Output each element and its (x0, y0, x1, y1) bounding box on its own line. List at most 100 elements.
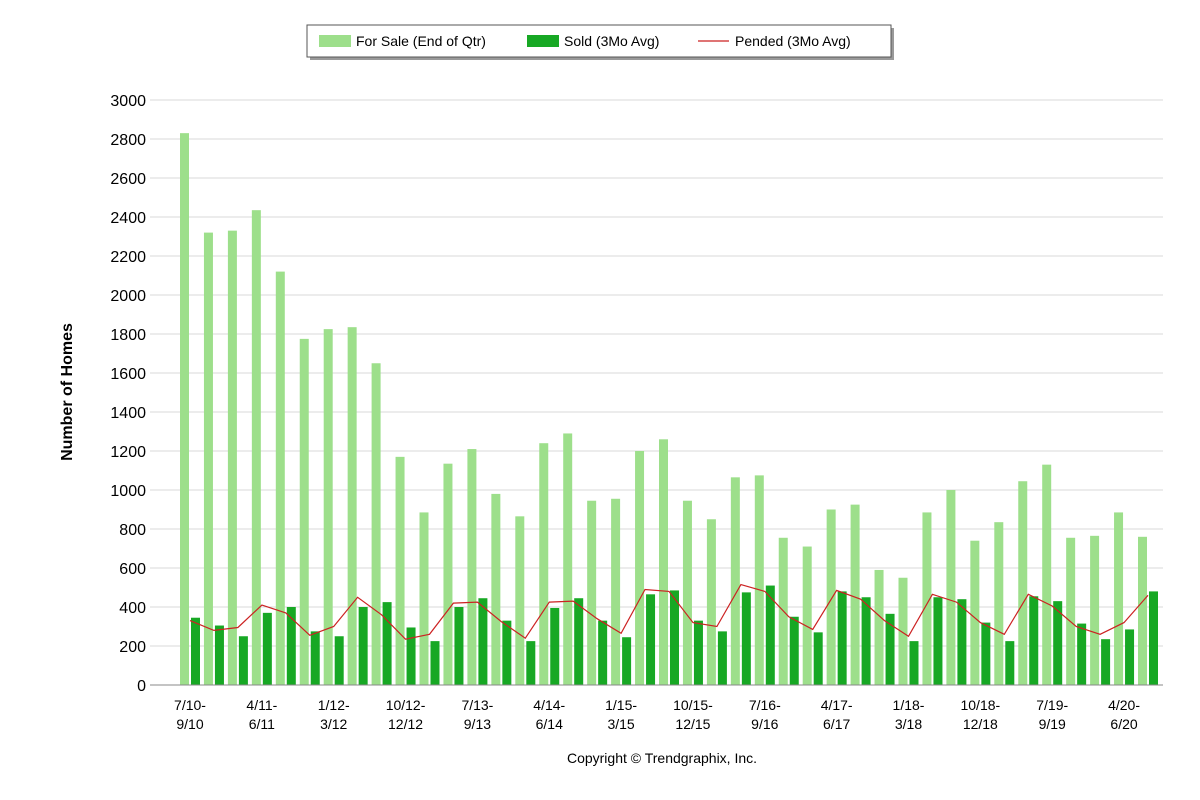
y-tick-label: 600 (119, 561, 146, 578)
for-sale-bar (180, 133, 189, 685)
sold-bar (717, 631, 727, 685)
sold-bar (406, 627, 416, 685)
x-tick-label: 7/10- (174, 697, 206, 713)
y-axis-ticks: 0 200 400 600 800 1000 1200 1400 1600 1800 2000 220… (110, 93, 146, 695)
y-tick-label: 1400 (110, 405, 146, 422)
y-tick-label: 1600 (110, 366, 146, 383)
for-sale-bar (1018, 481, 1028, 685)
pended-series-line (189, 583, 1149, 640)
copyright-text: Copyright © Trendgraphix, Inc. (567, 750, 757, 766)
y-tick-label: 1800 (110, 327, 146, 344)
for-sale-bar (323, 329, 333, 685)
for-sale-bar (874, 569, 884, 685)
y-axis-label: Number of Homes (59, 323, 76, 461)
legend-label-pended: Pended (3Mo Avg) (735, 33, 851, 49)
x-tick-label: 7/16- (749, 697, 781, 713)
sold-bar (1077, 623, 1087, 685)
for-sale-bar (802, 546, 812, 685)
sold-bar (789, 616, 799, 685)
y-tick-label: 3000 (110, 93, 146, 110)
for-sale-bar (1114, 512, 1124, 685)
y-tick-label: 2800 (110, 132, 146, 149)
sold-bar (310, 631, 320, 685)
for-sale-bar (682, 500, 692, 685)
x-tick-label: 3/18 (895, 716, 922, 732)
x-tick-label: 12/12 (388, 716, 423, 732)
x-tick-label: 4/20- (1108, 697, 1140, 713)
x-tick-label: 1/12- (318, 697, 350, 713)
for-sale-bar (635, 451, 645, 685)
x-tick-label: 6/17 (823, 716, 850, 732)
sold-bar (957, 599, 967, 685)
x-tick-label: 10/12- (386, 697, 426, 713)
sold-bar (1149, 591, 1158, 685)
x-tick-label: 10/15- (673, 697, 713, 713)
for-sale-bar (299, 338, 309, 685)
legend: For Sale (End of Qtr) Sold (3Mo Avg) Pen… (306, 24, 894, 60)
sold-bar (286, 607, 296, 685)
for-sale-bar (730, 477, 740, 685)
y-tick-label: 2600 (110, 171, 146, 188)
sold-bar (981, 622, 991, 685)
sold-bar (478, 598, 488, 685)
sold-bar (526, 641, 536, 685)
sold-bar (1101, 639, 1111, 685)
for-sale-bar (922, 512, 932, 685)
sold-bar (1053, 601, 1063, 685)
sold-bar (430, 641, 440, 685)
sold-bar (646, 594, 656, 685)
x-tick-label: 6/11 (249, 716, 275, 732)
x-tick-label: 12/15 (675, 716, 710, 732)
sold-bar (1125, 629, 1135, 685)
for-sale-bar (826, 509, 836, 685)
for-sale-bar (611, 498, 621, 685)
x-tick-label: 9/13 (464, 716, 491, 732)
sold-bar (502, 620, 512, 685)
for-sale-bar (371, 363, 381, 685)
x-tick-label: 12/18 (963, 716, 998, 732)
x-tick-label: 9/16 (751, 716, 778, 732)
for-sale-bar (203, 232, 213, 685)
sold-bar (670, 590, 679, 685)
for-sale-bar (419, 512, 429, 685)
sold-bar (262, 612, 272, 685)
sold-bars (191, 585, 1158, 685)
x-tick-label: 9/19 (1039, 716, 1066, 732)
x-tick-label: 6/20 (1110, 716, 1137, 732)
for-sale-bar (347, 327, 357, 685)
x-tick-label: 4/14- (533, 697, 565, 713)
x-tick-label: 7/19- (1036, 697, 1068, 713)
for-sale-bar (706, 519, 716, 685)
for-sale-bar (1090, 535, 1100, 685)
sold-bar (813, 632, 823, 685)
for-sale-bar (443, 463, 453, 685)
x-tick-label: 9/10 (176, 716, 203, 732)
sold-bar (238, 636, 248, 685)
gridlines (150, 99, 1163, 647)
for-sale-bar (1066, 537, 1076, 685)
for-sale-bar (970, 540, 980, 685)
sold-bar (191, 617, 200, 685)
x-tick-label: 6/14 (536, 716, 563, 732)
sold-bar (837, 591, 847, 685)
pended-line (189, 583, 1149, 640)
for-sale-bar (539, 443, 549, 685)
y-tick-label: 2000 (110, 288, 146, 305)
for-sale-bar (946, 490, 956, 685)
for-sale-bar (898, 577, 908, 685)
sold-bar (574, 598, 584, 685)
sold-bar (885, 613, 895, 685)
sold-bar (622, 637, 632, 685)
y-tick-label: 2400 (110, 210, 146, 227)
y-tick-label: 0 (137, 678, 146, 695)
sold-bar (214, 625, 224, 685)
x-tick-label: 7/13- (461, 697, 493, 713)
sold-bar (909, 641, 919, 685)
sold-bar (550, 607, 560, 685)
x-tick-label: 1/15- (605, 697, 637, 713)
for-sale-bar (659, 439, 668, 685)
y-tick-label: 2200 (110, 249, 146, 266)
x-tick-label: 3/15 (607, 716, 634, 732)
x-tick-label: 4/11- (246, 697, 277, 713)
